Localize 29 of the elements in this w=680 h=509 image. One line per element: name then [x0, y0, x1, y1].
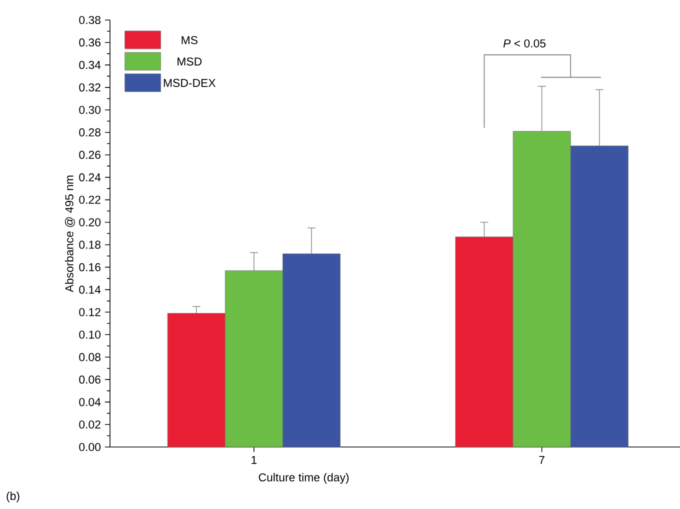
- y-tick-label: 0.18: [79, 240, 100, 249]
- y-tick-label: 0.16: [79, 263, 100, 272]
- y-axis-title: Absorbance @ 495 nm: [64, 176, 75, 292]
- y-tick-label: 0.12: [79, 308, 100, 316]
- y-tick-label: 0.26: [79, 150, 100, 159]
- y-tick-label: 0.04: [79, 398, 101, 406]
- y-tick-label: 0.14: [79, 286, 101, 294]
- x-axis-title: Culture time (day): [258, 473, 349, 484]
- legend-label: MS: [182, 36, 198, 44]
- y-tick-label: 0.20: [79, 218, 101, 226]
- y-tick-label: 0.08: [79, 353, 100, 362]
- x-tick-label: 7: [539, 456, 544, 464]
- x-tick-label: 1: [252, 456, 257, 464]
- y-tick-label: 0.32: [79, 83, 100, 92]
- y-tick-label: 0.06: [79, 376, 100, 384]
- y-tick-label: 0.36: [79, 38, 100, 47]
- y-tick-label: 0.00: [79, 442, 101, 452]
- y-tick-label: 0.34: [79, 60, 101, 69]
- y-tick-label: 0.02: [79, 420, 100, 429]
- y-tick-label: 0.30: [79, 106, 101, 114]
- y-tick-label: 0.38: [79, 16, 100, 24]
- legend-label: MSD: [178, 57, 202, 66]
- y-tick-label: 0.10: [79, 330, 101, 339]
- legend-label: MSD-DEX: [164, 78, 216, 87]
- y-tick-label: 0.24: [79, 173, 101, 182]
- y-tick-label: 0.28: [79, 128, 100, 136]
- annotation: P < 0.05: [503, 39, 546, 48]
- text: (b): [6, 492, 20, 502]
- y-tick-label: 0.22: [79, 196, 100, 204]
